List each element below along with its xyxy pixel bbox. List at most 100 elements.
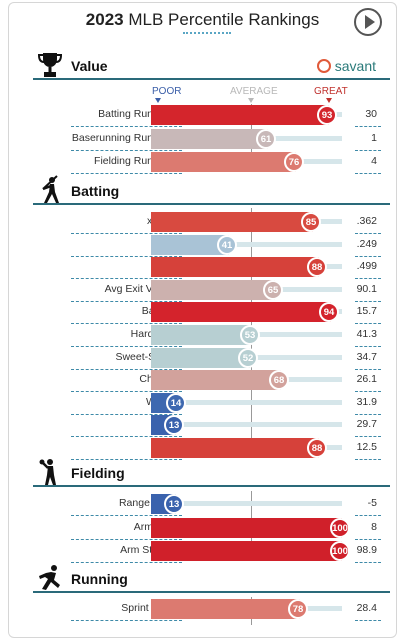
metric-row-baserunning-run-value: Baserunning Run Value 61 1 xyxy=(35,128,390,151)
value-divider xyxy=(355,346,381,347)
savant-text: savant xyxy=(334,58,376,74)
value-divider xyxy=(355,539,381,540)
percentile-bar xyxy=(151,518,342,538)
value-divider xyxy=(355,301,381,302)
metric-value: 98.9 xyxy=(356,544,377,556)
metric-row-xwoba: xwOBA85.362 xyxy=(35,211,390,234)
percentile-badge[interactable]: 13 xyxy=(164,494,184,514)
percentile-badge[interactable]: 78 xyxy=(288,599,308,619)
percentile-bar xyxy=(151,105,329,125)
metric-row-sweet-spot: Sweet-Spot % 52 34.7 xyxy=(35,347,390,370)
percentile-bar xyxy=(151,212,313,232)
value-divider xyxy=(355,436,381,437)
metric-value: -5 xyxy=(367,497,377,509)
play-icon xyxy=(364,15,375,29)
metric-value: 31.9 xyxy=(356,396,377,408)
section-header-running: Running xyxy=(33,563,390,593)
percentile-track xyxy=(151,400,342,405)
percentile-badge[interactable]: 100 xyxy=(330,541,350,561)
value-divider xyxy=(355,173,381,174)
metric-value: 29.7 xyxy=(356,418,377,430)
metric-value: 26.1 xyxy=(356,373,377,385)
percentile-badge[interactable]: 65 xyxy=(263,280,283,300)
play-button[interactable] xyxy=(354,8,382,36)
runner-icon xyxy=(39,565,60,590)
metric-value: 1 xyxy=(371,132,377,144)
metric-row-arm-value: Arm Value1008 xyxy=(35,517,390,540)
page-title: 2023 MLB Percentile Rankings xyxy=(0,10,405,30)
percentile-badge[interactable]: 13 xyxy=(164,415,184,435)
percentile-badge[interactable]: 85 xyxy=(301,212,321,232)
metric-value: 12.5 xyxy=(356,441,377,453)
row-divider xyxy=(71,323,182,324)
percentile-track xyxy=(151,422,342,427)
metric-row-range-oaa: Range (OAA)13-5 xyxy=(35,493,390,516)
value-divider xyxy=(355,414,381,415)
percentile-badge[interactable]: 76 xyxy=(284,152,304,172)
row-divider xyxy=(71,620,182,621)
value-divider xyxy=(355,515,381,516)
metric-value: 90.1 xyxy=(356,283,377,295)
metric-row-batting-run-value: Batting Run Value 93 30 xyxy=(35,104,390,127)
value-divider xyxy=(355,126,381,127)
metric-value: 4 xyxy=(371,155,377,167)
section-header-fielding: Fielding xyxy=(33,457,390,487)
percentile-bar xyxy=(151,599,300,619)
row-divider xyxy=(71,391,182,392)
row-divider xyxy=(71,369,182,370)
percentile-badge[interactable]: 88 xyxy=(307,257,327,277)
percentile-track xyxy=(151,242,342,247)
percentile-bar xyxy=(151,325,252,345)
batter-icon xyxy=(42,175,59,203)
percentile-badge[interactable]: 61 xyxy=(256,129,276,149)
value-divider xyxy=(355,562,381,563)
savant-logo[interactable]: savant xyxy=(316,58,376,74)
metric-row-avg-exit-velocity: Avg Exit Velocity 65 90.1 xyxy=(35,279,390,302)
metric-row-sprint-speed: Sprint Speed7828.4 xyxy=(35,598,390,621)
metric-row-arm-strength: Arm Strength10098.9 xyxy=(35,540,390,563)
percentile-badge[interactable]: 94 xyxy=(319,302,339,322)
title-text: MLB Percentile Rankings xyxy=(128,10,320,29)
metric-value: 34.7 xyxy=(356,351,377,363)
percentile-badge[interactable]: 53 xyxy=(240,325,260,345)
scale-label-great: GREAT xyxy=(314,86,348,97)
percentile-bar xyxy=(151,152,296,172)
section-title-fielding: Fielding xyxy=(71,465,125,481)
percentile-badge[interactable]: 14 xyxy=(166,393,186,413)
row-divider xyxy=(71,414,182,415)
percentile-badge[interactable]: 68 xyxy=(269,370,289,390)
percentile-badge[interactable]: 41 xyxy=(217,235,237,255)
percentile-badge[interactable]: 93 xyxy=(317,105,337,125)
row-divider xyxy=(71,436,182,437)
percentile-bar xyxy=(151,257,319,277)
row-divider xyxy=(71,301,182,302)
percentile-bar xyxy=(151,370,281,390)
row-divider xyxy=(71,233,182,234)
section-title-value: Value xyxy=(71,58,108,74)
metric-value: 15.7 xyxy=(356,305,377,317)
value-divider xyxy=(355,391,381,392)
percentile-badge[interactable]: 88 xyxy=(307,438,327,458)
row-divider xyxy=(71,539,182,540)
row-divider xyxy=(71,173,182,174)
section-header-value: Value savant xyxy=(33,50,390,80)
metric-row-xba: xBA41.249 xyxy=(35,234,390,257)
section-title-running: Running xyxy=(71,571,128,587)
scale-marker-great xyxy=(326,98,332,103)
row-divider xyxy=(71,150,182,151)
value-divider xyxy=(355,233,381,234)
percentile-badge[interactable]: 52 xyxy=(238,348,258,368)
metric-value: 30 xyxy=(365,108,377,120)
value-divider xyxy=(355,369,381,370)
scale-marker-average xyxy=(248,98,254,103)
scale-label-average: AVERAGE xyxy=(230,86,278,97)
row-divider xyxy=(71,515,182,516)
percentile-badge[interactable]: 100 xyxy=(330,518,350,538)
value-divider xyxy=(355,150,381,151)
percentile-bar xyxy=(151,280,275,300)
